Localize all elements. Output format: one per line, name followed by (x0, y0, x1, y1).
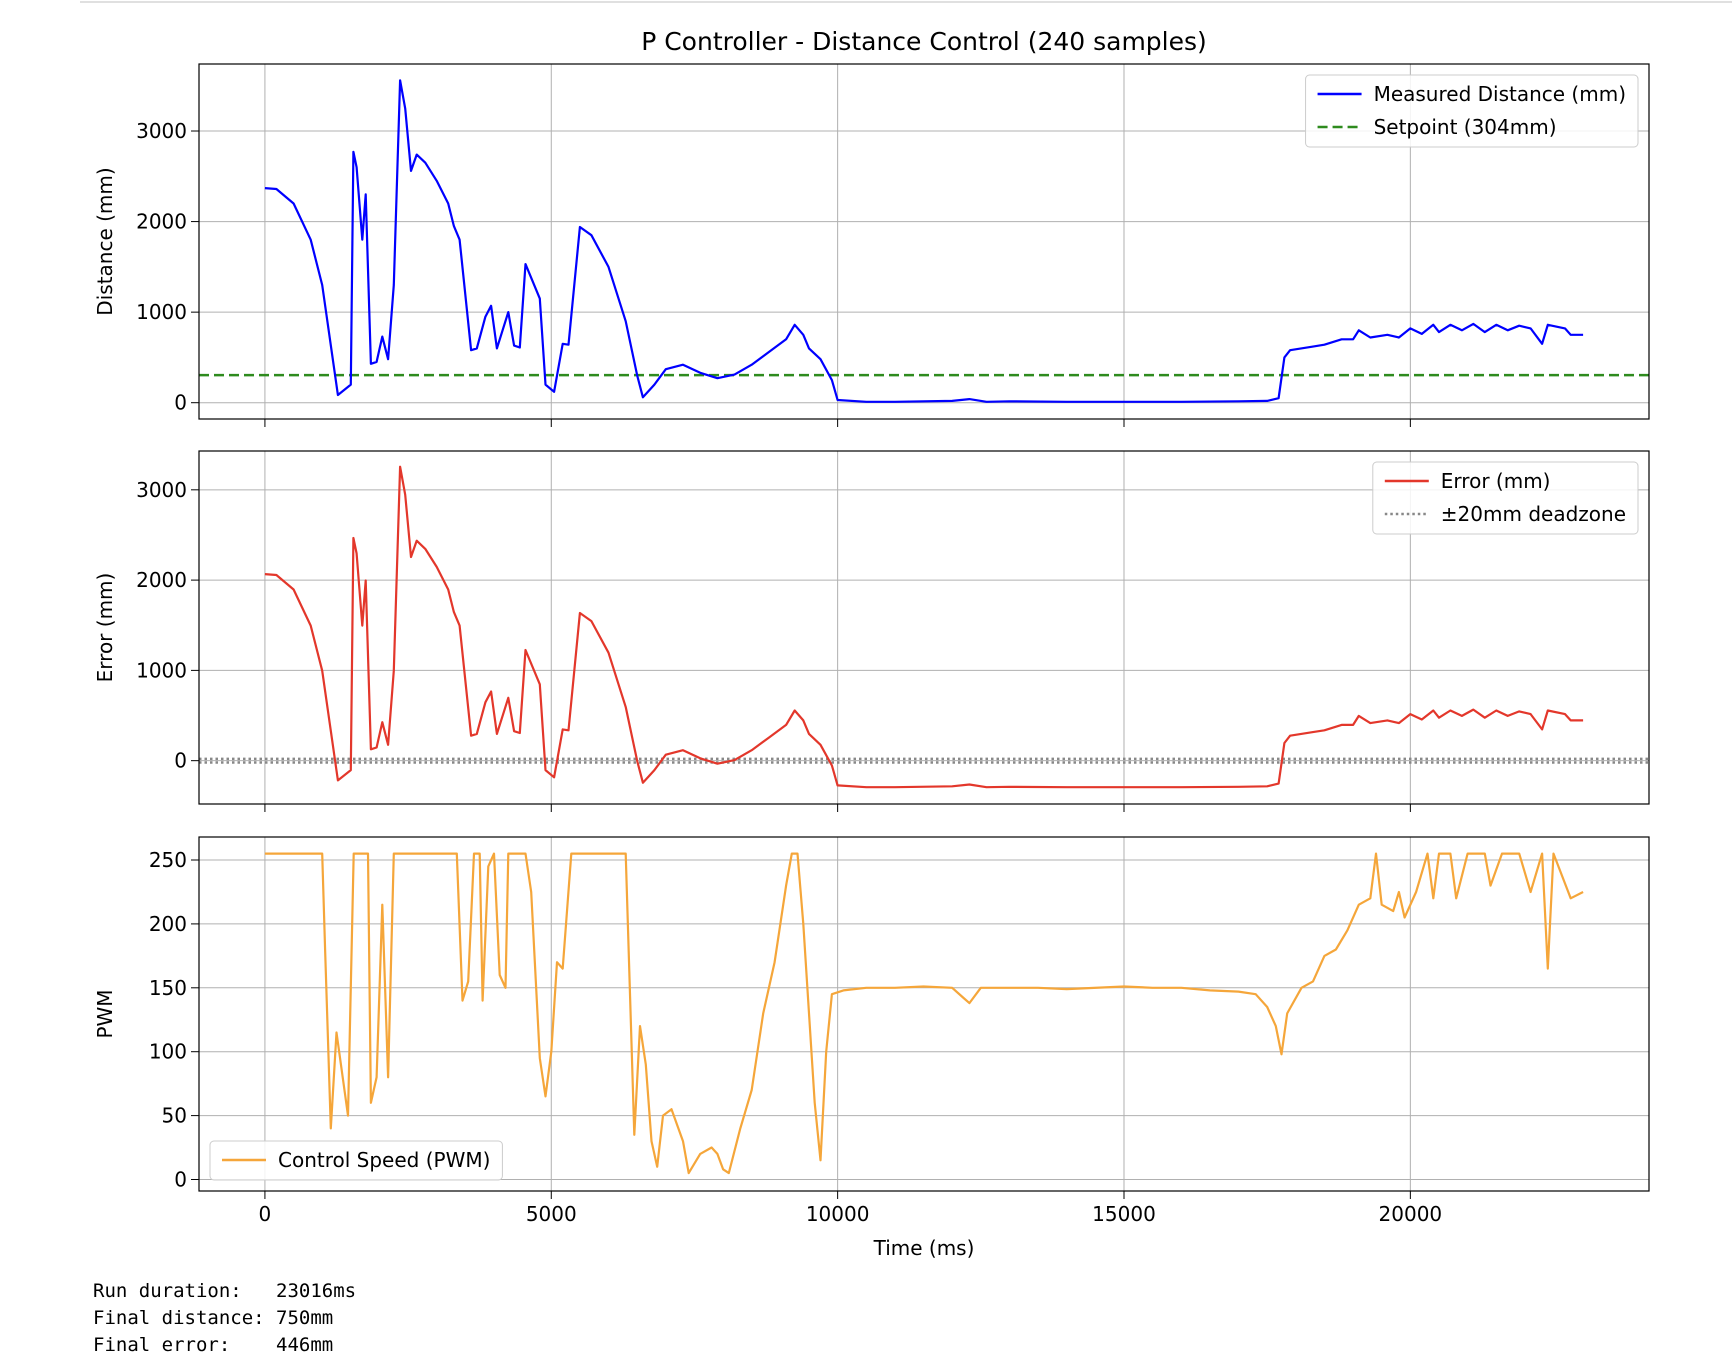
legend-label: ±20mm deadzone (1441, 502, 1626, 526)
y-tick-label: 1000 (136, 300, 187, 324)
chart-title: P Controller - Distance Control (240 sam… (641, 27, 1207, 56)
output-line: Final distance: 750mm (93, 1307, 334, 1329)
x-axis-label: Time (ms) (873, 1236, 975, 1260)
y-axis-label: PWM (93, 989, 117, 1038)
legend-box (1305, 74, 1639, 148)
x-tick-label: 5000 (526, 1202, 577, 1226)
series-line (264, 852, 1584, 1175)
legend-box (209, 1140, 503, 1181)
legend-label: Setpoint (304mm) (1374, 115, 1557, 139)
legend-label: Measured Distance (mm) (1374, 82, 1626, 106)
legend-label: Control Speed (PWM) (278, 1148, 490, 1172)
y-tick-label: 200 (149, 912, 187, 936)
y-tick-label: 0 (174, 749, 187, 773)
y-tick-label: 50 (162, 1104, 187, 1128)
axes-frame (198, 836, 1650, 1192)
y-tick-label: 0 (174, 391, 187, 415)
legend: Measured Distance (mm) Setpoint (304mm) (1305, 74, 1639, 148)
y-tick-label: 2000 (136, 568, 187, 592)
output-line: Run duration: 23016ms (93, 1280, 357, 1302)
series-line (264, 79, 1584, 403)
y-axis-label: Error (mm) (93, 573, 117, 683)
x-tick-label: 0 (259, 1202, 272, 1226)
series-line (264, 465, 1584, 789)
axes-frame (198, 63, 1650, 420)
y-tick-label: 2000 (136, 210, 187, 234)
y-tick-label: 100 (149, 1040, 187, 1064)
legend: Error (mm) ±20mm deadzone (1372, 461, 1639, 535)
x-tick-label: 20000 (1379, 1202, 1443, 1226)
y-axis-label: Distance (mm) (93, 167, 117, 315)
legend-label: Error (mm) (1441, 469, 1551, 493)
legend-box (1372, 461, 1639, 535)
y-tick-label: 0 (174, 1167, 187, 1191)
y-tick-label: 3000 (136, 119, 187, 143)
axes-frame (198, 450, 1650, 805)
y-tick-label: 150 (149, 976, 187, 1000)
y-tick-label: 3000 (136, 478, 187, 502)
plot-area (199, 837, 1649, 1191)
legend: Control Speed (PWM) (209, 1140, 503, 1181)
x-tick-label: 15000 (1092, 1202, 1156, 1226)
x-tick-label: 10000 (806, 1202, 870, 1226)
output-line: Final error: 446mm (93, 1334, 334, 1356)
y-tick-label: 1000 (136, 658, 187, 682)
y-tick-label: 250 (149, 848, 187, 872)
